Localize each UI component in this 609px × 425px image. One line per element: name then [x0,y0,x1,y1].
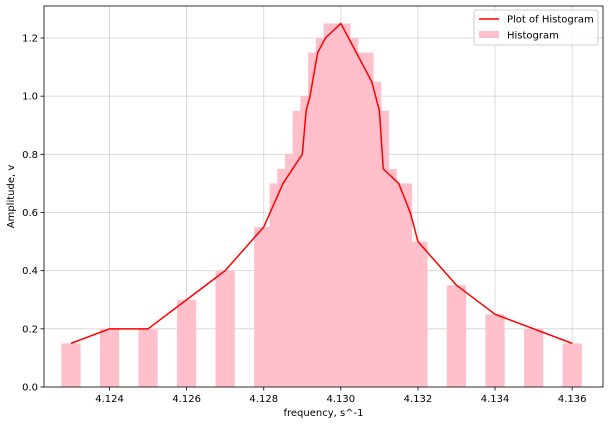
x-tick-label: 4.124 [95,394,124,405]
y-tick-label: 1.2 [22,33,38,44]
histogram-curve [70,22,573,345]
histogram-bar [215,270,235,387]
histogram-bar [99,328,120,387]
x-tick-label: 4.130 [327,394,356,405]
plot-frame [43,5,604,388]
x-tick-label: 4.132 [404,394,433,405]
histogram-bar [446,285,467,387]
y-tick-label: 0.6 [22,208,38,219]
histogram-bar [138,328,158,387]
histogram-bars [61,23,582,388]
histogram-bar [523,328,544,387]
y-tick-label: 1.0 [22,92,38,103]
legend: Plot of Histogram Histogram [473,9,599,46]
y-tick-label: 0.8 [22,150,38,161]
x-tick-label: 4.128 [249,394,278,405]
x-axis-label: frequency, s^-1 [283,408,363,419]
histogram-bar [485,314,505,387]
y-tick-label: 0.2 [22,324,38,335]
histogram-bar [177,299,197,387]
x-tick-label: 4.126 [172,394,201,405]
x-axis-ticks: 4.124 4.126 4.128 4.130 4.132 4.134 4.136 [95,387,586,405]
histogram-line [70,22,573,345]
y-axis-ticks: 0.0 0.2 0.4 0.6 0.8 1.0 1.2 [22,33,44,394]
histogram-bar [408,241,428,387]
y-tick-label: 0.0 [22,383,38,394]
legend-box [473,9,599,46]
x-tick-label: 4.136 [558,394,587,405]
legend-patch-swatch [479,31,499,38]
y-tick-label: 0.4 [22,266,38,277]
legend-label-histogram: Histogram [507,31,559,42]
y-axis-label: Amplitude, v [6,165,17,229]
histogram-bar [61,343,81,387]
histogram-bar [562,343,582,387]
legend-label-line: Plot of Histogram [507,15,594,26]
x-tick-label: 4.134 [481,394,510,405]
